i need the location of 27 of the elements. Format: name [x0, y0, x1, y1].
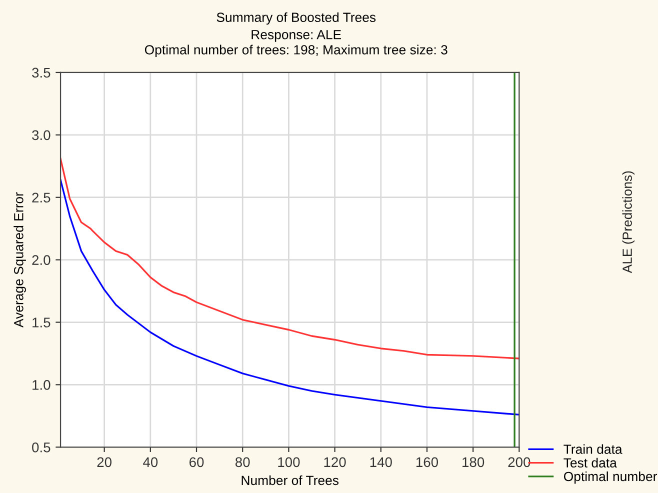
- legend-label: Train data: [564, 444, 622, 454]
- line-series: [60, 158, 520, 360]
- x-tick-label: 120: [324, 457, 346, 468]
- legend-label: Optimal number: [564, 471, 658, 484]
- chart-title: Summary of Boosted Trees: [216, 12, 376, 25]
- chart-subtitle: Response: ALE Optimal number of trees: 198; Maximum tree size: 3: [144, 30, 448, 58]
- x-tick-label: 180: [462, 457, 484, 468]
- x-tick-label: 140: [370, 457, 392, 468]
- y-tick-label: 3.5: [32, 68, 50, 78]
- y-tick-label: 1.5: [32, 318, 50, 328]
- x-tick-label: 100: [278, 457, 300, 468]
- y-axis-title: Average Squared Error: [14, 192, 26, 328]
- x-tick-label: 20: [97, 457, 112, 468]
- y-tick-label: 3.0: [32, 130, 50, 140]
- x-axis-title: Number of Trees: [242, 475, 339, 486]
- y-tick-label: 1.0: [32, 380, 50, 390]
- x-tick-label: 200: [508, 457, 530, 468]
- x-tick-label: 60: [189, 457, 204, 468]
- y-tick-label: 2.0: [32, 255, 50, 265]
- line-series: [60, 179, 520, 416]
- text: ALE (Predictions): [622, 171, 635, 274]
- x-tick-label: 80: [235, 457, 250, 468]
- x-tick-label: 40: [143, 457, 158, 468]
- y-tick-label: 2.5: [32, 192, 50, 203]
- x-tick-label: 160: [416, 457, 438, 468]
- legend-label: Test data: [564, 458, 617, 468]
- y-tick-label: 0.5: [32, 442, 50, 452]
